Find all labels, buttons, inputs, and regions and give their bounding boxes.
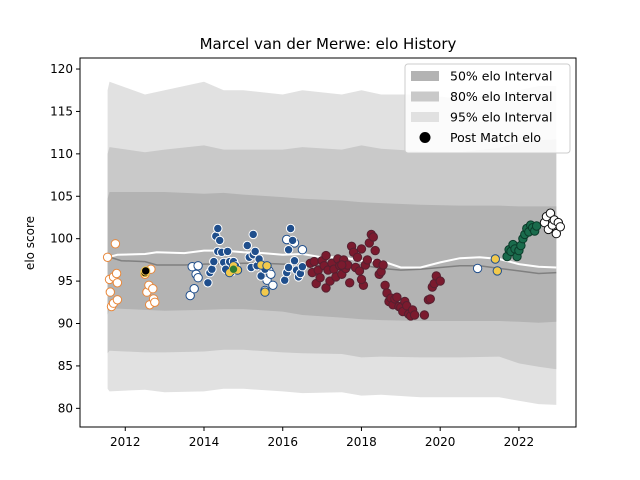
match-point xyxy=(419,310,430,320)
legend-label: Post Match elo xyxy=(450,130,541,145)
legend-label: 50% elo Interval xyxy=(450,69,552,84)
match-point xyxy=(102,252,113,262)
match-point xyxy=(248,229,258,240)
y-tick-label: 120 xyxy=(50,62,73,76)
match-point xyxy=(425,294,435,304)
match-point xyxy=(551,228,561,239)
match-point xyxy=(392,292,402,302)
match-point xyxy=(228,264,239,274)
match-point xyxy=(148,284,158,294)
match-point xyxy=(289,256,300,266)
match-point xyxy=(213,223,223,234)
elo-line xyxy=(107,249,557,269)
y-tick-label: 80 xyxy=(58,401,73,415)
match-point xyxy=(112,295,123,305)
match-point xyxy=(262,261,272,271)
match-point xyxy=(287,235,298,246)
y-axis-label: elo score xyxy=(23,216,37,270)
match-point xyxy=(112,278,123,288)
match-point xyxy=(207,264,217,274)
match-point xyxy=(280,275,290,285)
y-tick-label: 115 xyxy=(50,104,73,118)
legend-marker xyxy=(419,132,431,143)
match-point xyxy=(345,278,355,288)
match-point xyxy=(368,232,378,242)
match-point xyxy=(337,260,347,270)
match-point xyxy=(150,297,160,307)
match-point xyxy=(215,235,225,246)
legend-label: 80% elo Interval xyxy=(450,89,552,104)
match-point xyxy=(321,283,331,293)
match-point xyxy=(185,290,195,301)
match-point xyxy=(531,221,542,231)
match-point xyxy=(193,273,203,283)
match-point xyxy=(409,310,420,320)
match-point xyxy=(378,260,388,270)
match-point xyxy=(266,269,276,279)
y-axis-ticks: 80 85 90 95 100 105 110 115 120 xyxy=(50,62,80,415)
legend-swatch xyxy=(411,91,439,102)
post-match-points xyxy=(102,208,565,321)
y-tick-label: 90 xyxy=(58,317,73,331)
match-point xyxy=(297,262,308,272)
match-point xyxy=(490,254,500,264)
x-tick-label: 2018 xyxy=(346,435,377,449)
y-tick-label: 105 xyxy=(50,189,73,203)
x-tick-label: 2014 xyxy=(189,435,220,449)
match-point xyxy=(283,245,294,255)
match-point xyxy=(260,287,270,297)
match-point xyxy=(285,223,296,234)
match-point xyxy=(356,274,367,285)
match-point xyxy=(111,268,122,279)
y-tick-label: 85 xyxy=(58,359,73,373)
match-point xyxy=(492,266,502,276)
x-axis-ticks: 2012 2014 2016 2018 2020 2022 xyxy=(110,427,534,449)
interval-bands xyxy=(107,81,557,405)
legend-label: 95% elo Interval xyxy=(450,110,552,125)
legend: 50% elo Interval 80% elo Interval 95% elo … xyxy=(404,63,571,154)
match-point xyxy=(370,245,380,256)
match-point xyxy=(242,240,253,251)
match-point xyxy=(141,266,151,276)
x-tick-label: 2012 xyxy=(110,435,141,449)
match-point xyxy=(209,256,219,267)
match-point xyxy=(297,245,308,255)
legend-box xyxy=(404,63,571,154)
match-point xyxy=(356,244,367,254)
match-point xyxy=(352,252,363,262)
match-point xyxy=(203,278,213,288)
match-point xyxy=(315,273,325,283)
match-point xyxy=(321,250,331,261)
y-tick-label: 95 xyxy=(58,274,73,288)
y-tick-label: 110 xyxy=(50,147,73,161)
legend-swatch xyxy=(411,71,439,81)
match-point xyxy=(222,246,233,257)
match-point xyxy=(354,266,365,276)
x-tick-label: 2020 xyxy=(425,435,456,449)
match-point xyxy=(362,255,373,265)
match-point xyxy=(555,222,565,232)
match-point xyxy=(250,246,260,257)
match-point xyxy=(435,276,445,286)
chart-title: Marcel van der Merwe: elo History xyxy=(200,35,457,53)
match-point xyxy=(189,284,199,294)
match-point xyxy=(193,261,203,271)
match-point xyxy=(380,280,390,290)
match-point xyxy=(105,287,116,297)
match-point xyxy=(309,256,319,267)
x-tick-label: 2022 xyxy=(504,435,535,449)
match-point xyxy=(472,263,483,274)
match-point xyxy=(268,280,278,290)
y-tick-label: 100 xyxy=(50,232,73,246)
legend-swatch xyxy=(411,112,439,122)
match-point xyxy=(110,239,121,249)
plot-frame xyxy=(79,57,577,428)
match-point xyxy=(283,262,294,273)
x-tick-label: 2016 xyxy=(267,435,298,449)
